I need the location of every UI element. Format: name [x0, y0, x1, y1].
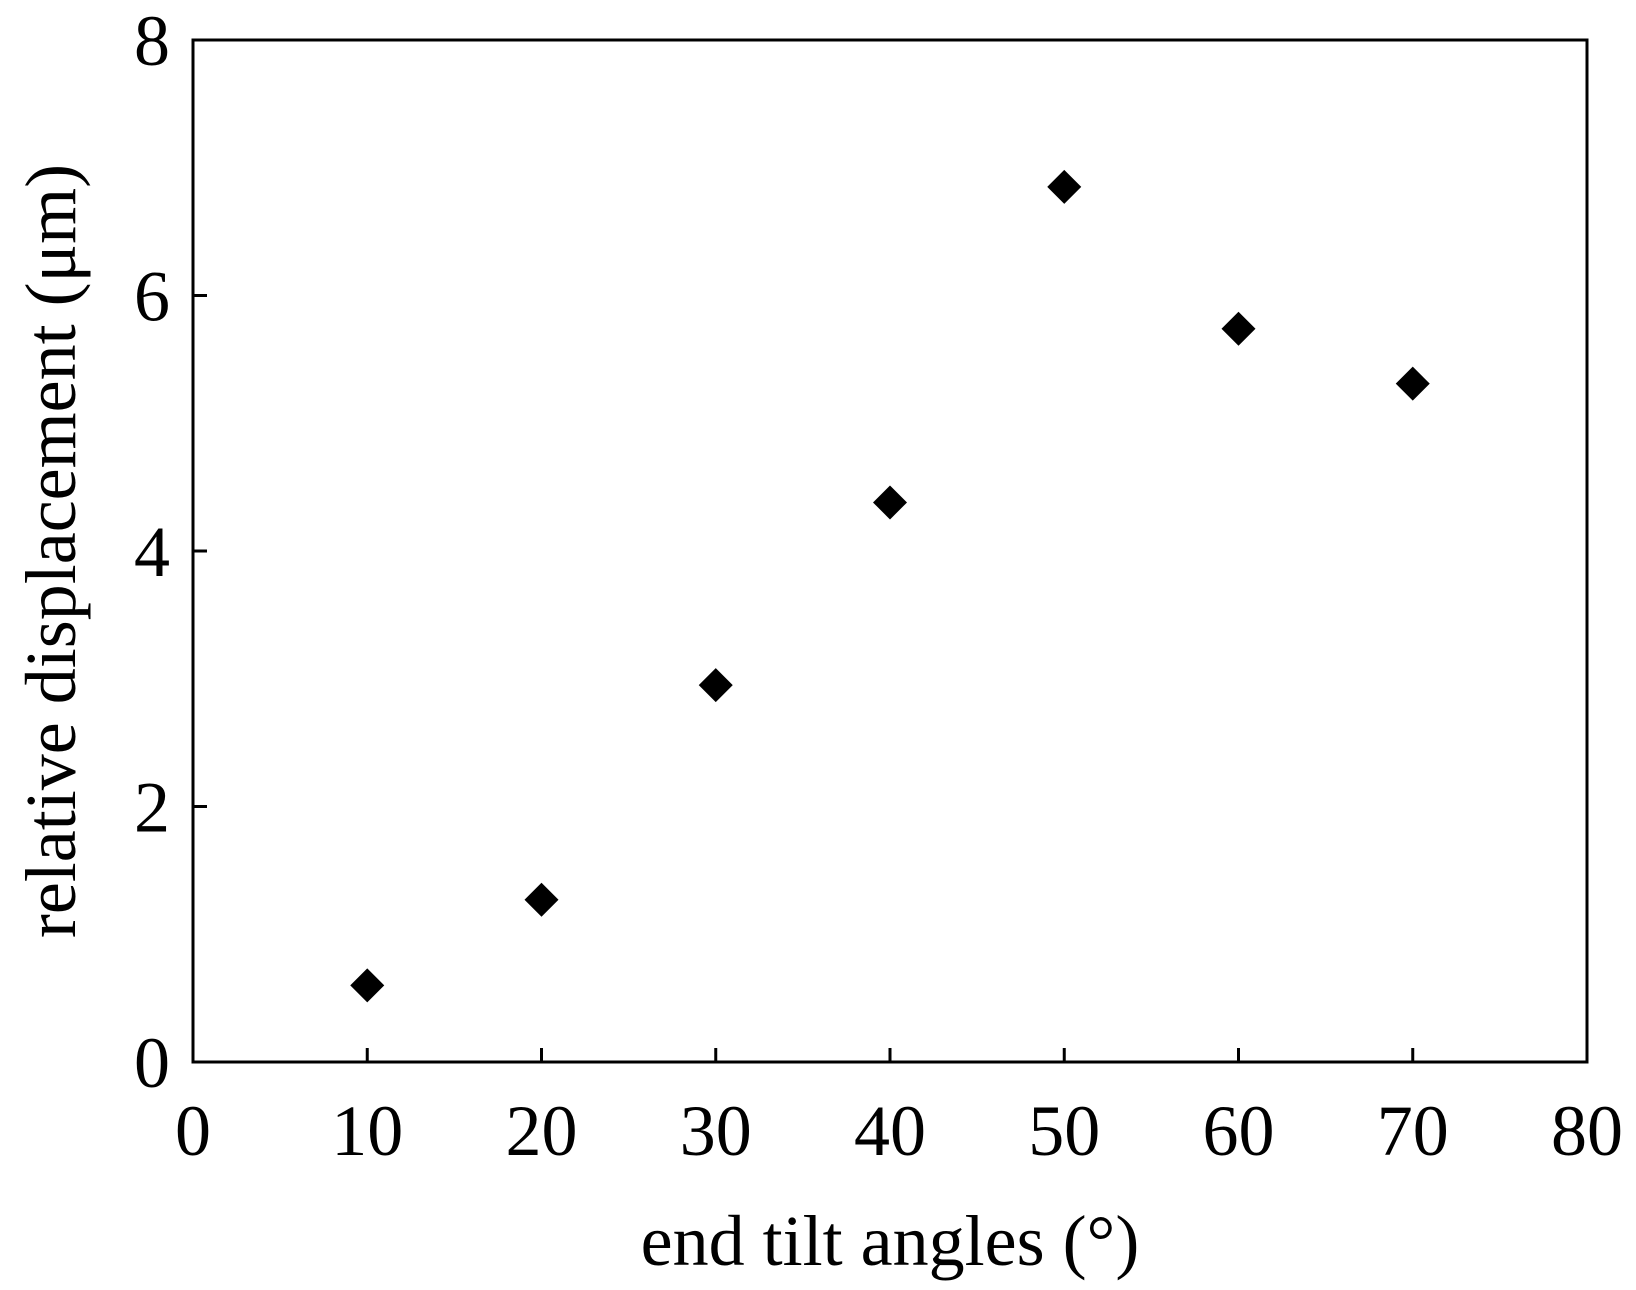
y-axis-ticks: 0 2 4 6 8: [134, 1, 207, 1103]
data-points: [350, 169, 1430, 1003]
x-tick-label: 50: [1028, 1091, 1100, 1171]
x-tick-label: 30: [680, 1091, 752, 1171]
y-tick-label: 4: [134, 512, 170, 592]
y-tick-label: 6: [134, 257, 170, 337]
x-tick-label: 60: [1203, 1091, 1275, 1171]
x-tick-label: 70: [1377, 1091, 1449, 1171]
y-tick-label: 0: [134, 1023, 170, 1103]
data-point: [524, 882, 559, 917]
data-point: [698, 668, 733, 703]
x-axis-ticks: 0 10 20 30 40 50 60 70 80: [175, 1048, 1623, 1171]
x-tick-label: 80: [1551, 1091, 1623, 1171]
y-tick-label: 8: [134, 1, 170, 81]
plot-frame: [191, 38, 1589, 1064]
y-tick-label: 2: [134, 768, 170, 848]
data-point: [1221, 311, 1256, 346]
x-tick-label: 40: [854, 1091, 926, 1171]
data-point: [350, 968, 385, 1003]
data-point: [1395, 366, 1430, 401]
x-tick-label: 0: [175, 1091, 211, 1171]
y-axis-label: relative displacement (μm): [11, 164, 91, 938]
data-point: [1047, 169, 1082, 204]
x-tick-label: 10: [331, 1091, 403, 1171]
x-tick-label: 20: [506, 1091, 578, 1171]
x-axis-label: end tilt angles (°): [641, 1201, 1140, 1281]
data-point: [873, 485, 907, 520]
